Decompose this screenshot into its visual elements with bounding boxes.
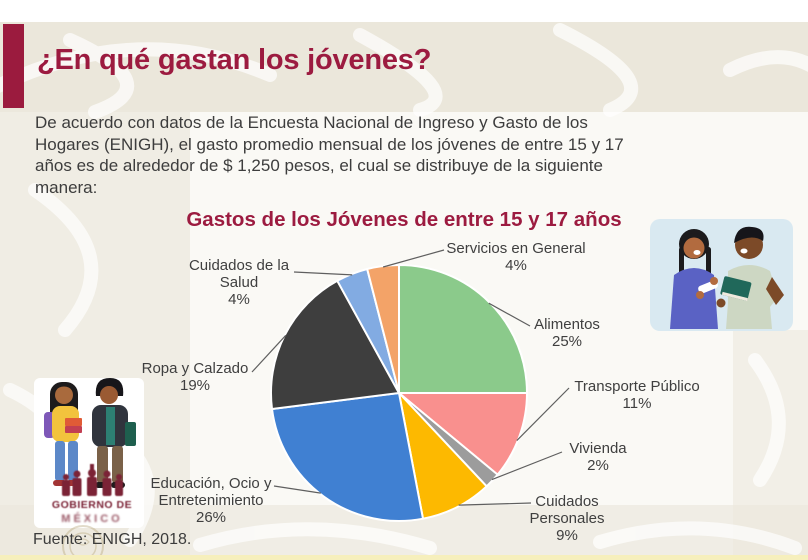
pie-label-alimentos: Alimentos 25% [534, 316, 600, 350]
leader-line-cuidados-personales [458, 502, 532, 506]
gobierno-watermark: GOBIERNO DE MÉXICO [52, 464, 132, 525]
leader-line-cuidados-de-la-salud [293, 271, 353, 276]
watermark-line1: GOBIERNO DE [52, 499, 132, 511]
leader-line-servicios-en-general [382, 249, 445, 268]
bottom-yellow-strip [0, 555, 808, 560]
source-note: Fuente: ENIGH, 2018. [33, 531, 192, 548]
students-books-illustration: GOBIERNO DE MÉXICO [34, 378, 144, 528]
intro-line-1: De acuerdo con datos de la Encuesta Naci… [35, 113, 588, 132]
girl-figure [670, 229, 718, 329]
pie-label-servicios-en-general: Servicios en General 4% [446, 240, 586, 274]
boy-figure [716, 226, 784, 329]
intro-line-2: Hogares (ENIGH), el gasto promedio mensu… [35, 134, 624, 154]
page-title: ¿En qué gastan los jóvenes? [37, 44, 432, 76]
intro-line-3: años es de alrededor de $ 1,250 pesos, e… [35, 156, 603, 175]
pie-label-transporte-publico: Transporte Público 11% [574, 378, 700, 412]
pie-slice-educacion-ocio-y-entretenimiento [271, 392, 424, 522]
watermark-line2: MÉXICO [61, 512, 122, 525]
pie-slice-cuidados-personales [398, 392, 488, 520]
pie-label-cuidados-personales: Cuidados Personales 9% [529, 493, 605, 544]
leader-line-vivienda [491, 451, 563, 481]
pie-label-educacion-ocio-y-entretenimiento: Educación, Ocio y Entretenimiento 26% [150, 475, 272, 526]
pie-slice-transporte-publico [398, 392, 528, 476]
pie-slice-ropa-y-calzado [270, 279, 400, 410]
students-talking-illustration [650, 219, 793, 331]
chart-title: Gastos de los Jóvenes de entre 15 y 17 a… [186, 208, 622, 231]
pie-slice-vivienda [398, 392, 499, 488]
leader-line-transporte-publico [516, 387, 570, 442]
leader-line-ropa-y-calzado [251, 334, 287, 373]
pie-label-ropa-y-calzado: Ropa y Calzado 19% [141, 360, 249, 394]
leader-line-alimentos [488, 302, 531, 327]
title-accent-bar [3, 24, 24, 108]
pie-label-cuidados-de-la-salud: Cuidados de la Salud 4% [188, 257, 290, 308]
girl-figure [44, 382, 82, 486]
intro-line-4: manera: [35, 177, 98, 197]
top-white-strip [0, 0, 808, 22]
intro-paragraph: De acuerdo con datos de la Encuesta Naci… [35, 112, 755, 198]
pie-slice-alimentos [398, 264, 528, 394]
pie-label-vivienda: Vivienda 2% [569, 440, 627, 474]
pie-slice-servicios-en-general [366, 263, 400, 394]
leader-line-educacion-ocio-y-entretenimiento [273, 485, 321, 494]
pie-slice-cuidados-de-la-salud [336, 268, 400, 394]
